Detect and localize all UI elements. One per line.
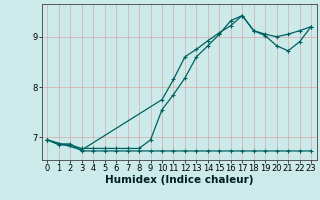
X-axis label: Humidex (Indice chaleur): Humidex (Indice chaleur) (105, 175, 253, 185)
